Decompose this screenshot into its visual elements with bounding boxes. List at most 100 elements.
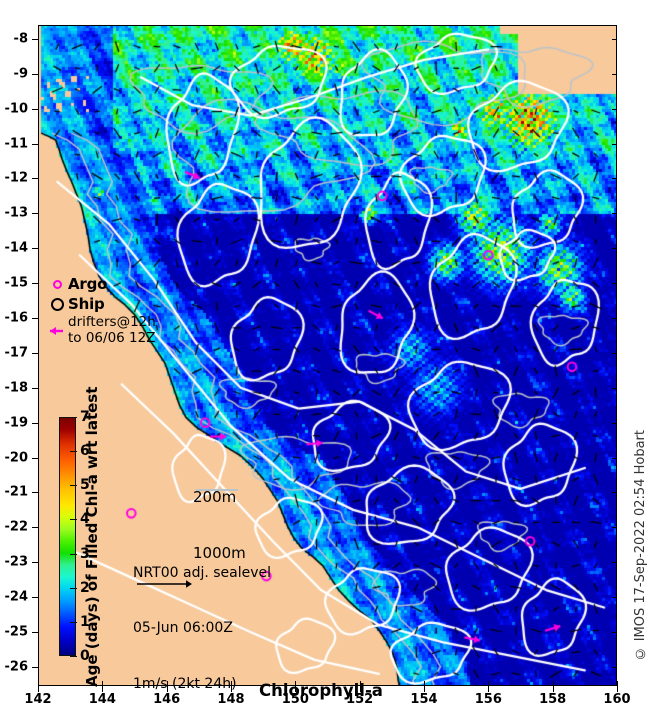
bathy-label-200m: 200m [193, 487, 237, 506]
y-tick-label: -19 [4, 415, 29, 431]
colorbar-tick [70, 656, 77, 657]
colorbar-tick [70, 519, 77, 521]
drifters-line-2: to 06/06 12Z [68, 329, 156, 346]
colorbar-tick [70, 485, 77, 487]
drifter-arrow-icon [46, 323, 68, 339]
map-title: Chlorophyll-a 05 Jun 2022 [259, 641, 383, 720]
x-tick-inner [617, 681, 618, 686]
colorbar-tick-label: 7 [80, 409, 90, 425]
y-tick-inner [612, 457, 617, 459]
y-tick [32, 318, 38, 319]
y-tick-inner [612, 492, 617, 494]
y-tick [32, 666, 38, 668]
colorbar-tick-label: 1 [80, 613, 90, 630]
x-tick-label: 146 [153, 692, 181, 707]
y-tick-inner [612, 631, 617, 633]
x-tick-inner [102, 681, 104, 686]
colorbar-tick [70, 417, 77, 418]
y-tick-inner [612, 562, 617, 564]
y-tick [32, 492, 38, 494]
y-tick [32, 631, 38, 633]
y-tick-label: -14 [4, 240, 29, 256]
y-tick-label: -12 [4, 170, 29, 186]
argo-icon [46, 279, 68, 289]
y-tick-label: -26 [4, 659, 29, 675]
colorbar-title: Age (days) of Filled Chl-a wrt latest [83, 386, 101, 687]
x-tick-inner [359, 681, 361, 686]
map-overlays-layer [38, 25, 617, 686]
colorbar-tick [70, 587, 77, 589]
x-tick-inner [38, 681, 39, 686]
colorbar-tick-label: 6 [80, 443, 90, 460]
colorbar-tick-label: 2 [80, 579, 90, 596]
velocity-scale-arrow-icon [136, 575, 194, 594]
legend-drifters-text: drifters@12h to 06/06 12Z [68, 314, 156, 347]
x-tick [617, 686, 618, 692]
y-tick-inner [612, 213, 617, 215]
y-tick [32, 527, 38, 529]
colorbar-tick-label: 4 [80, 511, 90, 528]
sealevel-annotation: NRT00 adj. sealevel 05-Jun 06:00Z 1m/s (… [133, 527, 271, 720]
y-tick [32, 352, 38, 354]
x-tick [38, 686, 39, 692]
y-tick-inner [612, 38, 617, 40]
x-tick-label: 142 [24, 692, 52, 707]
y-tick-inner [612, 352, 617, 354]
y-tick-label: -20 [4, 450, 29, 466]
x-tick-label: 144 [88, 692, 116, 707]
y-tick-label: -16 [4, 310, 29, 326]
x-tick-label: 160 [603, 692, 631, 707]
y-tick-label: -24 [4, 589, 29, 605]
y-tick-label: -15 [4, 275, 29, 291]
y-tick [32, 213, 38, 215]
x-tick [552, 686, 554, 692]
bathymetry-legend-text: 200m 1000m [193, 450, 246, 600]
x-tick-inner [231, 681, 232, 686]
y-tick [32, 38, 38, 40]
y-tick-inner [612, 283, 617, 285]
colorbar-tick-label: 0 [80, 648, 90, 664]
colorbar-gradient [59, 417, 76, 656]
x-tick-label: 154 [410, 692, 438, 707]
x-tick-label: 152 [346, 692, 374, 707]
y-tick-inner [612, 143, 617, 145]
y-tick-inner [612, 597, 617, 599]
legend-row-argo: Argo [46, 275, 156, 293]
y-tick [32, 597, 38, 599]
y-tick-label: -18 [4, 380, 29, 396]
x-tick [488, 686, 490, 692]
y-tick-label: -21 [4, 484, 29, 500]
sealevel-line-3: 1m/s (2kt 24h) [133, 675, 237, 692]
x-tick-inner [295, 681, 297, 686]
y-tick [32, 562, 38, 564]
x-tick-inner [424, 681, 425, 686]
colorbar-tick [70, 553, 77, 555]
y-tick-label: -22 [4, 519, 29, 535]
map-plot-area[interactable] [38, 25, 617, 686]
sealevel-line-2: 05-Jun 06:00Z [133, 620, 233, 637]
y-tick-inner [612, 178, 617, 180]
x-tick-label: 156 [474, 692, 502, 707]
y-tick-label: -10 [4, 101, 29, 117]
y-tick-label: -13 [4, 205, 29, 221]
x-tick-label: 158 [539, 692, 567, 707]
y-tick-inner [612, 387, 617, 389]
x-tick [231, 686, 232, 692]
drifters-line-1: drifters@12h [68, 314, 156, 330]
y-tick [32, 248, 38, 250]
x-tick [102, 686, 104, 692]
colorbar: 0 1 2 3 4 5 6 7 [59, 409, 90, 664]
y-tick [32, 178, 38, 180]
ship-icon [46, 297, 68, 311]
y-tick-inner [612, 73, 617, 75]
y-tick [32, 73, 38, 75]
y-tick [32, 422, 38, 424]
y-tick-inner [612, 248, 617, 250]
y-tick-label: -11 [4, 136, 29, 152]
y-tick-inner [612, 666, 617, 668]
y-tick [32, 143, 38, 145]
legend-row-ship: Ship [46, 295, 156, 313]
y-tick [32, 108, 38, 110]
x-tick-label: 150 [281, 692, 309, 707]
